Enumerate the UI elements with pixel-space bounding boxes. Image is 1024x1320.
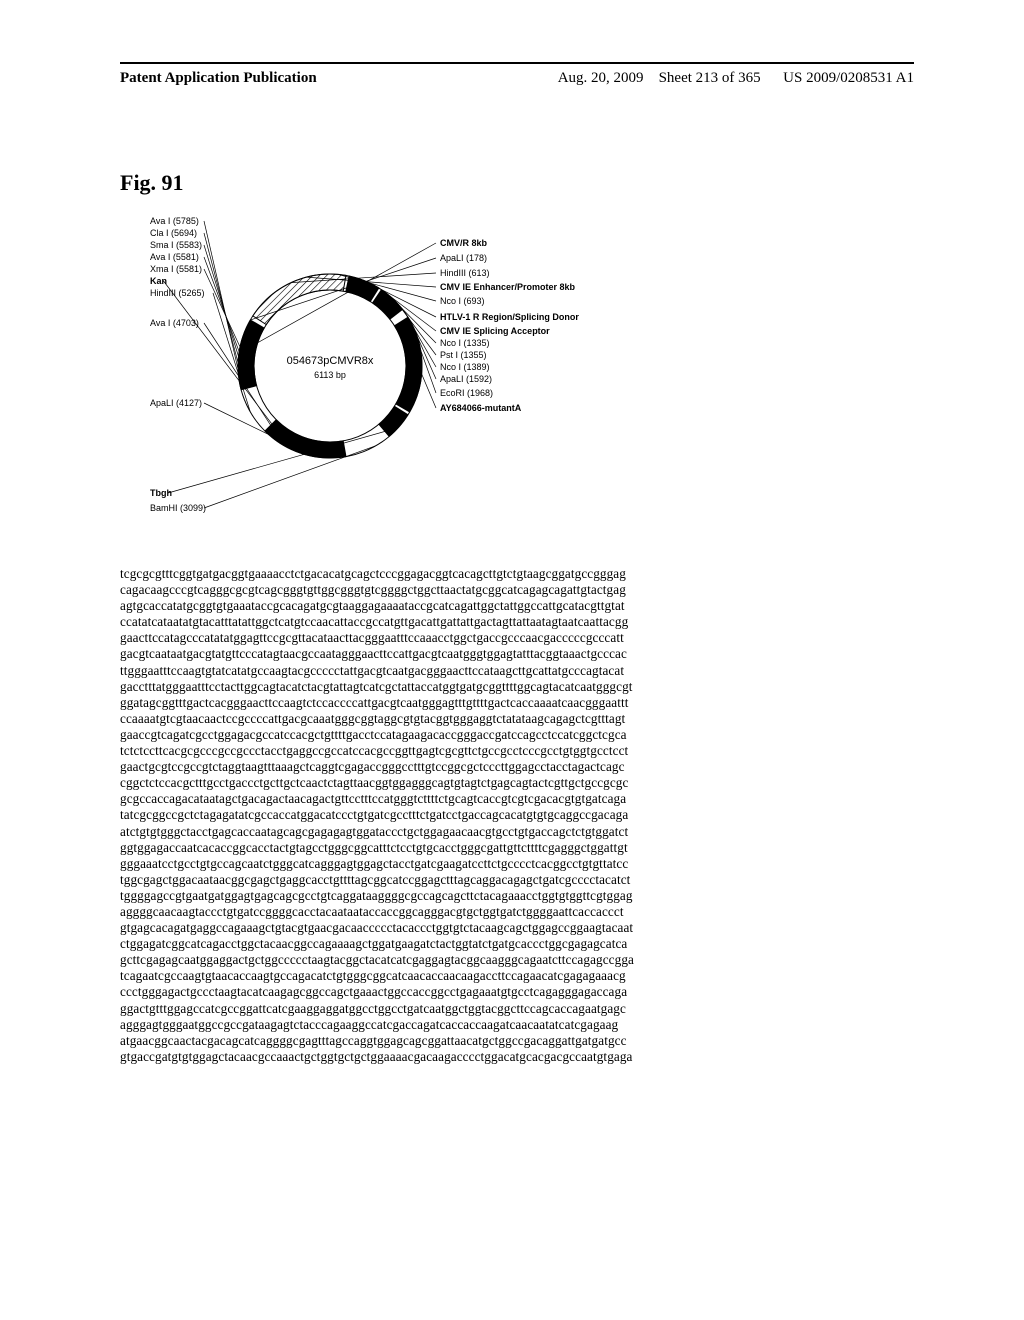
- page-header: Patent Application Publication Aug. 20, …: [0, 62, 1024, 87]
- plasmid-site-label: CMV IE Splicing Acceptor: [440, 326, 550, 336]
- plasmid-site-label: Xma I (5581): [150, 264, 202, 274]
- page: Patent Application Publication Aug. 20, …: [0, 0, 1024, 1320]
- plasmid-site-label: Tbgh: [150, 488, 172, 498]
- plasmid-site-label: EcoRI (1968): [440, 388, 493, 398]
- header-date: Aug. 20, 2009: [558, 70, 644, 86]
- sequence-line: ccctgggagactgccctaagtacatcaagagcggccagct…: [120, 984, 910, 1000]
- plasmid-site-label: HTLV-1 R Region/Splicing Donor: [440, 312, 579, 322]
- plasmid-site-label: HindIII (613): [440, 268, 490, 278]
- plasmid-site-label: Ava I (5581): [150, 252, 199, 262]
- plasmid-site-label: CMV IE Enhancer/Promoter 8kb: [440, 282, 576, 292]
- plasmid-site-label: CMV/R 8kb: [440, 238, 488, 248]
- plasmid-site-label: Cla I (5694): [150, 228, 197, 238]
- sequence-line: ccaaaatgtcgtaacaactccgccccattgacgcaaatgg…: [120, 711, 910, 727]
- plasmid-bp: 6113 bp: [314, 370, 346, 380]
- figure-label: Fig. 91: [120, 170, 910, 196]
- sequence-line: atgaacggcaactacgacagcatcaggggcgagtttagcc…: [120, 1033, 910, 1049]
- plasmid-site-label: AY684066-mutantA: [440, 403, 522, 413]
- sequence-line: gaacttccatagcccatatatggagttccgcgttacataa…: [120, 630, 910, 646]
- header-left: Patent Application Publication: [120, 70, 317, 87]
- plasmid-site-label: BamHI (3099): [150, 503, 206, 513]
- sequence-line: cggctctccacgctttgcctgaccctgcttgctcaactct…: [120, 775, 910, 791]
- sequence-line: ctggagatcggcatcagacctggctacaacggccagaaaa…: [120, 936, 910, 952]
- plasmid-svg: 054673pCMVR8x 6113 bp Ava I (5785) Cla I …: [120, 206, 640, 526]
- sequence-block: tcgcgcgtttcggtgatgacggtgaaaacctctgacacat…: [120, 566, 910, 1065]
- sequence-line: gtgagcacagatgaggccagaaagctgtacgtgaacgaca…: [120, 920, 910, 936]
- sequence-line: ggactgtttggagccatcgccggattcatcgaaggaggat…: [120, 1001, 910, 1017]
- sequence-line: gaactgcgtccgccgtctaggtaagtttaaagctcaggtc…: [120, 759, 910, 775]
- sequence-line: tcgcgcgtttcggtgatgacggtgaaaacctctgacacat…: [120, 566, 910, 582]
- sequence-line: atctgtgtgggctacctgagcaccaatagcagcgagagag…: [120, 824, 910, 840]
- header-sheet: Sheet 213 of 365: [659, 70, 761, 86]
- plasmid-site-label: HindIII (5265): [150, 288, 205, 298]
- plasmid-site-label: Kan: [150, 276, 167, 286]
- plasmid-site-label: ApaLI (1592): [440, 374, 492, 384]
- sequence-line: gaaccgtcagatcgcctggagacgccatccacgctgtttt…: [120, 727, 910, 743]
- sequence-line: gcgccaccagacataatagctgacagactaacagactgtt…: [120, 791, 910, 807]
- header-right: Aug. 20, 2009 Sheet 213 of 365 US 2009/0…: [558, 70, 914, 87]
- plasmid-arc: [238, 320, 264, 390]
- plasmid-site-label: ApaLI (4127): [150, 398, 202, 408]
- plasmid-site-label: Ava I (4703): [150, 318, 199, 328]
- plasmid-site-label: Pst I (1355): [440, 350, 487, 360]
- sequence-line: agtgcaccatatgcggtgtgaaataccgcacagatgcgta…: [120, 598, 910, 614]
- sequence-line: ttgggaatttccaagtgtatcatatgccaagtacgccccc…: [120, 663, 910, 679]
- header-row: Patent Application Publication Aug. 20, …: [0, 64, 1024, 87]
- sequence-line: aggggcaacaagtaccctgtgatccggggcacctacaata…: [120, 904, 910, 920]
- plasmid-site-label: Nco I (1389): [440, 362, 490, 372]
- plasmid-name: 054673pCMVR8x: [287, 355, 374, 367]
- sequence-line: gacgtcaataatgacgtatgttcccatagtaacgccaata…: [120, 646, 910, 662]
- plasmid-map: 054673pCMVR8x 6113 bp Ava I (5785) Cla I …: [120, 206, 640, 526]
- sequence-line: gtgaccgatgtgtggagctacaacgccaaactgctggtgc…: [120, 1049, 910, 1065]
- plasmid-site-label: Ava I (5785): [150, 216, 199, 226]
- sequence-line: tatcgcggccgctctagagatatcgccaccatggacatcc…: [120, 807, 910, 823]
- sequence-line: agggagtgggaatggccgccgataagagtctacccagaag…: [120, 1017, 910, 1033]
- sequence-line: gggaaatcctgcctgtgccagcaatctgggcatcagggag…: [120, 856, 910, 872]
- plasmid-arc: [253, 274, 346, 325]
- content: Fig. 91 054673pCMVR8x 6113 bp Ava I (5: [120, 170, 910, 1065]
- plasmid-site-label: ApaLI (178): [440, 253, 487, 263]
- sequence-line: ccatatcataatatgtacatttatattggctcatgtccaa…: [120, 614, 910, 630]
- sequence-line: cagacaagcccgtcagggcgcgtcagcgggtgttggcggg…: [120, 582, 910, 598]
- plasmid-site-label: Nco I (1335): [440, 338, 490, 348]
- plasmid-site-label: Nco I (693): [440, 296, 485, 306]
- sequence-line: ggtggagaccaatcacaccggcacctactgtagcctgggc…: [120, 840, 910, 856]
- sequence-line: tggggagccgtgaatgatggagtgagcagcgcctgtcagg…: [120, 888, 910, 904]
- sequence-line: gcttcgagagcaatggaggactgctggccccctaagtacg…: [120, 952, 910, 968]
- sequence-line: tggcgagctggacaataacggcgagctgaggcacctgttt…: [120, 872, 910, 888]
- plasmid-arc: [394, 317, 422, 412]
- sequence-line: ggatagcggtttgactcacgggaacttccaagtctccacc…: [120, 695, 910, 711]
- sequence-line: tctctccttcacgcgcccgccgccctacctgaggccgcca…: [120, 743, 910, 759]
- plasmid-site-label: Sma I (5583): [150, 240, 202, 250]
- header-pubno: US 2009/0208531 A1: [783, 70, 914, 86]
- sequence-line: gacctttatgggaatttcctacttggcagtacatctacgt…: [120, 679, 910, 695]
- sequence-line: tcagaatcgccaagtgtaacaccaagtgccagacatctgt…: [120, 968, 910, 984]
